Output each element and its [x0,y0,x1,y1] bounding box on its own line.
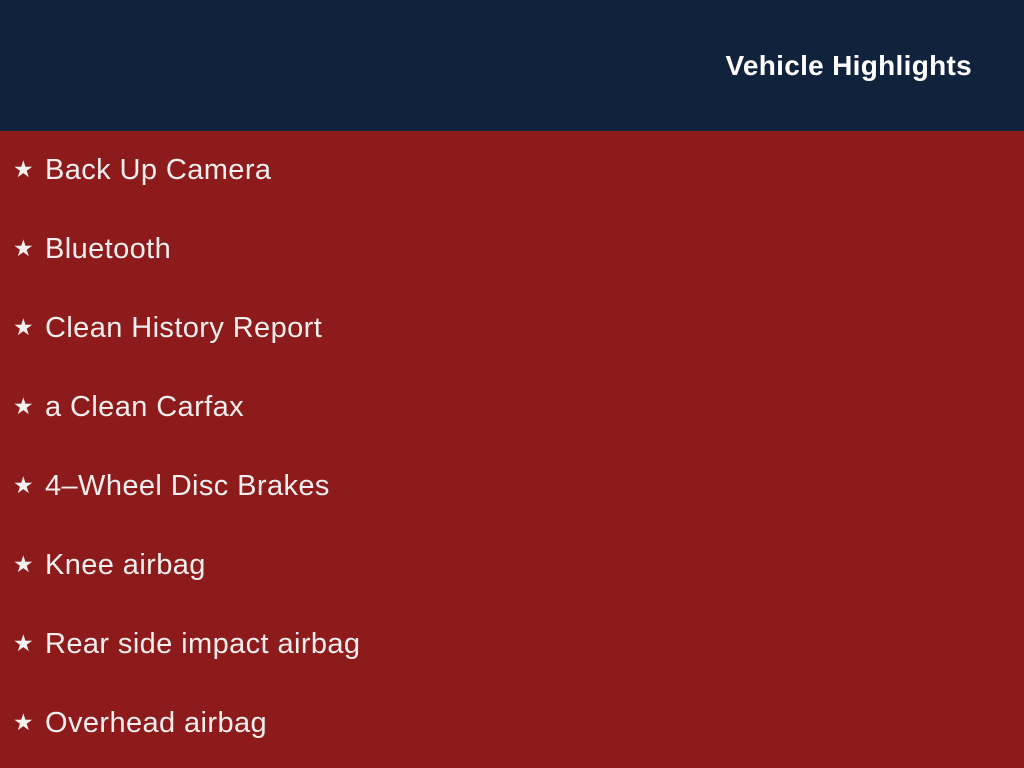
star-icon: ★ [13,709,34,735]
star-icon: ★ [13,235,34,261]
star-icon: ★ [13,156,34,182]
header-band: Vehicle Highlights [0,0,1024,131]
list-item-label: a Clean Carfax [45,391,245,423]
list-item-label: Rear side impact airbag [45,628,361,660]
list-item: ★ Knee airbag [13,526,1024,605]
list-item-label: Overhead airbag [45,707,268,739]
star-icon: ★ [13,314,34,340]
list-item-label: Bluetooth [45,233,172,265]
star-icon: ★ [13,551,34,577]
list-item: ★ Rear side impact airbag [13,605,1024,684]
list-item: ★ Back Up Camera [13,131,1024,210]
highlights-section: ★ Back Up Camera ★ Bluetooth ★ Clean His… [0,131,1024,768]
page-title: Vehicle Highlights [725,49,972,81]
list-item-label: Knee airbag [45,549,206,581]
list-item-label: Back Up Camera [45,154,272,186]
list-item: ★ Overhead airbag [13,684,1024,763]
star-icon: ★ [13,393,34,419]
list-item-label: Clean History Report [45,312,323,344]
list-item: ★ Clean History Report [13,289,1024,368]
highlights-list: ★ Back Up Camera ★ Bluetooth ★ Clean His… [0,131,1024,763]
star-icon: ★ [13,630,34,656]
list-item-label: 4–Wheel Disc Brakes [45,470,330,502]
list-item: ★ a Clean Carfax [13,368,1024,447]
star-icon: ★ [13,472,34,498]
list-item: ★ 4–Wheel Disc Brakes [13,447,1024,526]
list-item: ★ Bluetooth [13,210,1024,289]
